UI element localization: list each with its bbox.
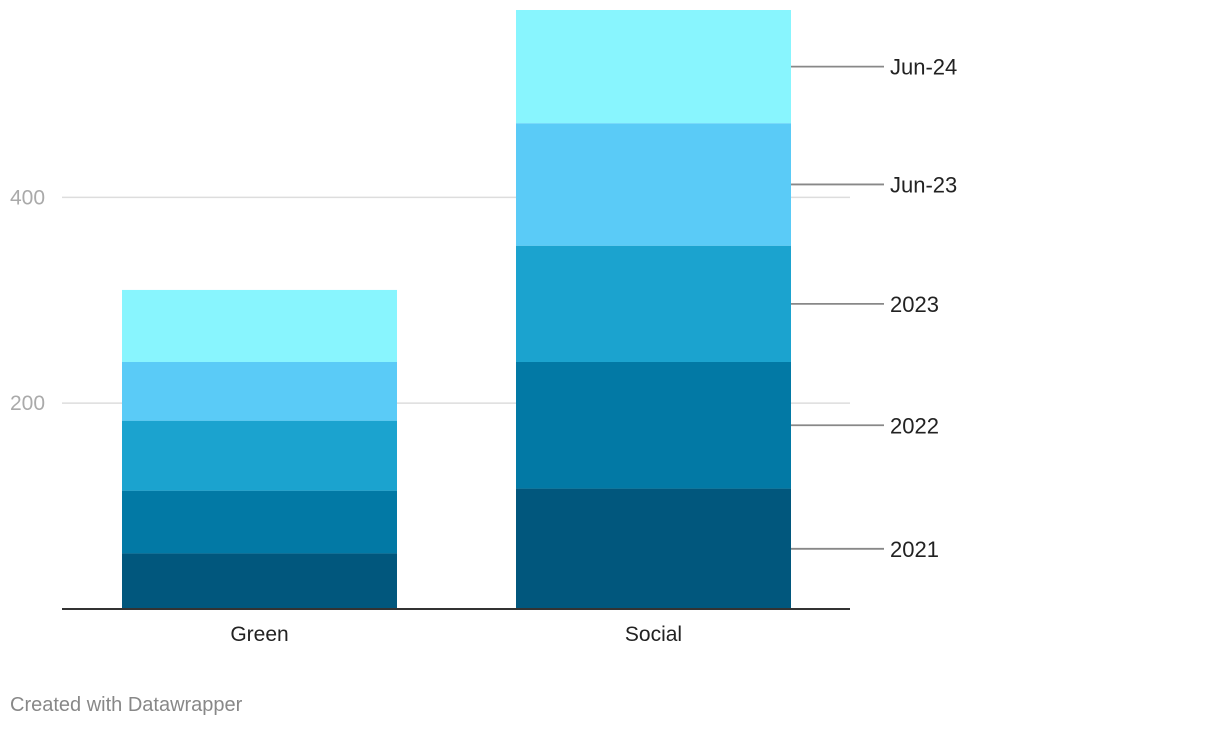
bar-social-2022 <box>516 361 791 489</box>
series-label-2022: 2022 <box>890 413 939 438</box>
series-label-2021: 2021 <box>890 537 939 562</box>
bar-green-2021 <box>122 553 397 609</box>
series-labels: 2021 2022 2023 Jun-23 Jun-24 <box>791 55 957 562</box>
x-category-label-social: Social <box>625 623 682 646</box>
bar-green-2022 <box>122 490 397 554</box>
series-label-jun-23: Jun-23 <box>890 172 957 197</box>
x-category-label-green: Green <box>230 623 288 646</box>
bar-social-2021 <box>516 488 791 609</box>
bar-social-2023 <box>516 245 791 362</box>
bar-social-jun-24 <box>516 10 791 124</box>
bar-green-2023 <box>122 420 397 491</box>
bar-social-jun-23 <box>516 123 791 246</box>
series-label-2023: 2023 <box>890 292 939 317</box>
credit-text: Created with Datawrapper <box>10 694 243 716</box>
y-tick-label-200: 200 <box>10 392 45 415</box>
bar-green-jun-24 <box>122 289 397 362</box>
bars <box>122 10 791 609</box>
y-tick-label-400: 400 <box>10 186 45 209</box>
bar-green-jun-23 <box>122 361 397 421</box>
series-label-jun-24: Jun-24 <box>890 55 957 80</box>
axes: Green Social <box>62 608 850 646</box>
